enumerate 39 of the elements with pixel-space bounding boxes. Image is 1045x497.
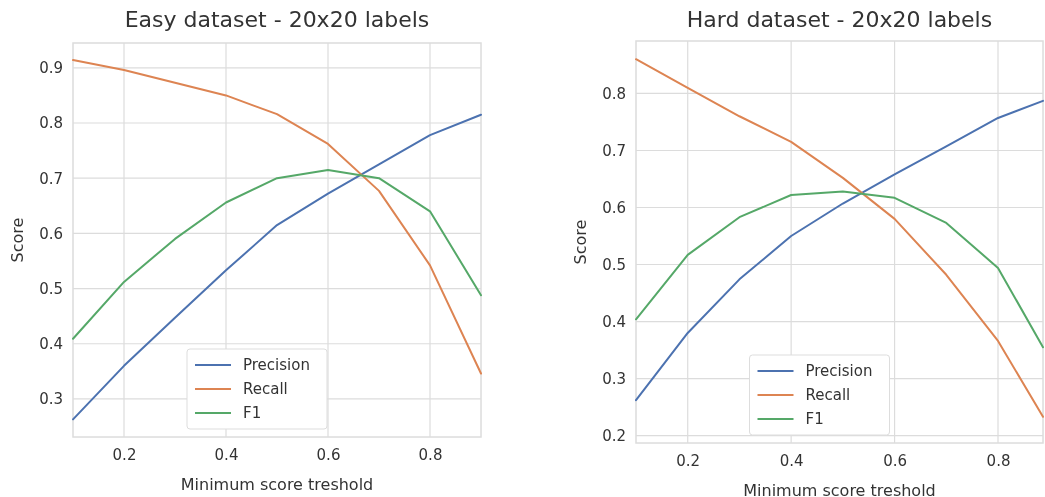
y-axis-title: Score [571, 219, 590, 265]
legend-label: F1 [243, 404, 262, 422]
line-series [72, 59, 482, 375]
y-tick-label: 0.4 [602, 312, 626, 331]
y-tick-label: 0.2 [602, 426, 626, 445]
y-axis-title: Score [8, 217, 27, 263]
y-tick-label: 0.8 [602, 84, 626, 103]
y-tick-label: 0.7 [602, 141, 626, 160]
legend-label: Recall [243, 380, 288, 398]
legend-label: F1 [805, 410, 824, 428]
x-tick-label: 0.4 [779, 451, 804, 470]
y-tick-label: 0.4 [39, 335, 63, 354]
chart-title: Easy dataset - 20x20 labels [124, 7, 430, 32]
x-tick-label: 0.8 [418, 445, 443, 464]
line-series [72, 168, 482, 340]
x-tick-label: 0.8 [986, 451, 1011, 470]
y-tick-label: 0.3 [602, 369, 626, 388]
x-tick-label: 0.2 [676, 451, 701, 470]
line-series [72, 113, 482, 421]
x-axis-title: Minimum score treshold [743, 481, 936, 497]
legend-label: Precision [805, 362, 873, 380]
y-tick-label: 0.3 [39, 390, 63, 409]
y-tick-label: 0.8 [39, 114, 63, 133]
x-tick-label: 0.4 [214, 445, 239, 464]
x-tick-label: 0.2 [112, 445, 137, 464]
legend-label: Precision [243, 356, 310, 374]
x-axis-title: Minimum score treshold [180, 475, 374, 494]
chart-title: Hard dataset - 20x20 labels [686, 7, 993, 32]
line-series [635, 99, 1044, 402]
y-tick-label: 0.7 [39, 169, 63, 188]
y-tick-label: 0.5 [39, 279, 63, 298]
x-tick-label: 0.6 [883, 451, 908, 470]
y-tick-label: 0.9 [39, 59, 63, 78]
y-tick-label: 0.6 [602, 198, 626, 217]
x-tick-label: 0.6 [316, 445, 341, 464]
y-tick-label: 0.5 [602, 255, 626, 274]
line-series [635, 190, 1044, 349]
y-tick-label: 0.6 [39, 224, 63, 243]
legend-label: Recall [805, 386, 851, 404]
